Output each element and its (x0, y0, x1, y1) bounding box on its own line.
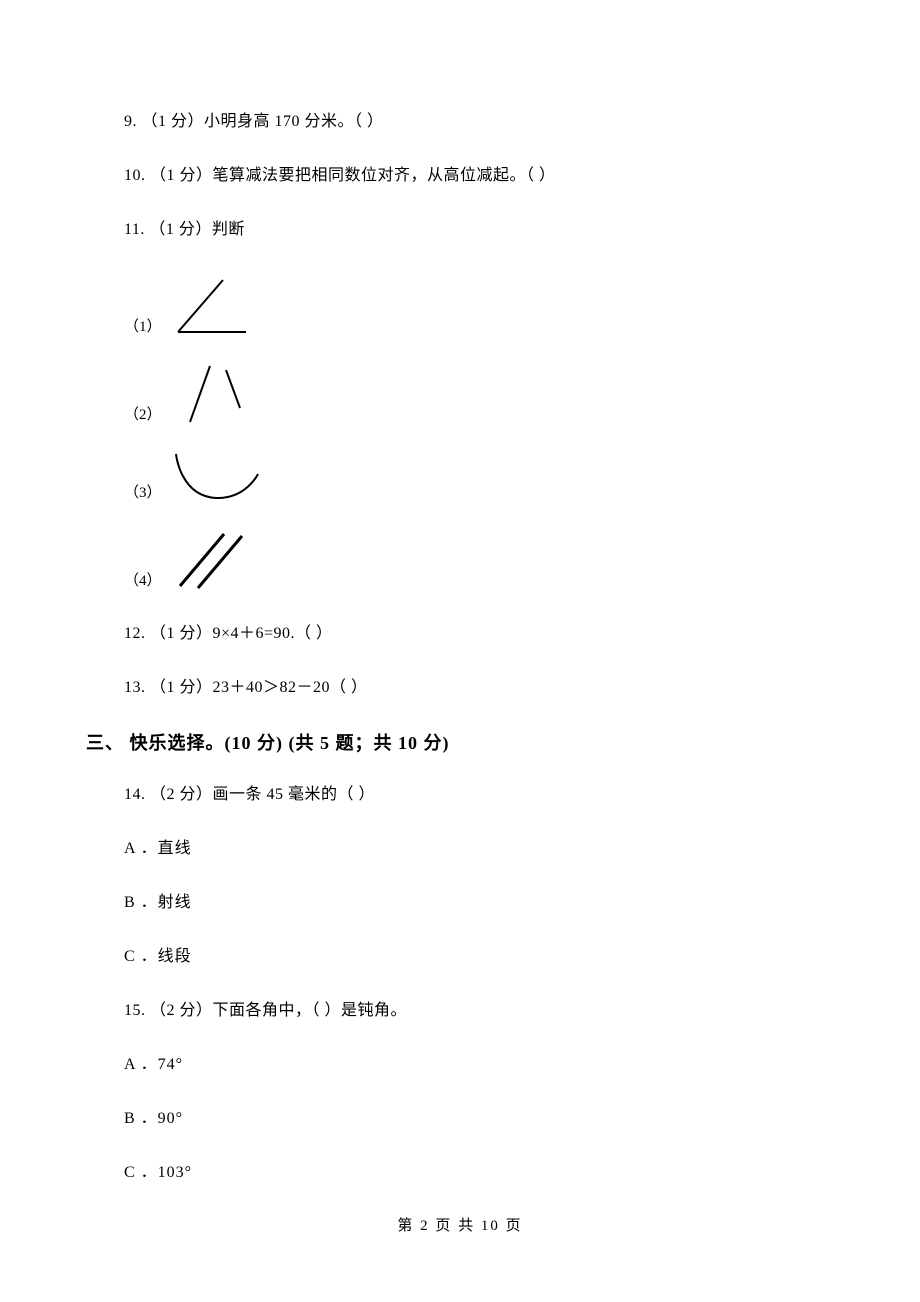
angle-icon (168, 272, 258, 342)
q14-option-b: B ．射线 (124, 891, 830, 915)
q11-sub-1: （1） (124, 272, 830, 342)
curve-icon (168, 448, 268, 508)
question-13: 13. （1 分）23＋40＞82－20（ ） (124, 676, 830, 700)
q11-sub-3: （3） (124, 448, 830, 508)
section-3-content: 14. （2 分）画一条 45 毫米的（ ） A ．直线 B ．射线 C ．线段… (0, 783, 920, 1185)
q11-sub-2: （2） (124, 360, 830, 430)
page-content: 9. （1 分）小明身高 170 分米。（ ） 10. （1 分）笔算减法要把相… (0, 110, 920, 700)
open-lines-icon (168, 360, 258, 430)
question-14: 14. （2 分）画一条 45 毫米的（ ） (124, 783, 830, 807)
q14-option-a: A ．直线 (124, 837, 830, 861)
question-12: 12. （1 分）9×4＋6=90.（ ） (124, 622, 830, 646)
sub-label-4: （4） (124, 570, 162, 597)
sub-label-2: （2） (124, 404, 162, 431)
question-10: 10. （1 分）笔算减法要把相同数位对齐，从高位减起。（ ） (124, 164, 830, 188)
parallel-lines-icon (168, 526, 258, 596)
question-11: 11. （1 分）判断 (124, 218, 830, 242)
q15-option-a: A ．74° (124, 1053, 830, 1077)
sub-label-3: （3） (124, 482, 162, 509)
q15-option-b: B ．90° (124, 1107, 830, 1131)
page-footer: 第 2 页 共 10 页 (0, 1215, 920, 1238)
q11-sub-4: （4） (124, 526, 830, 596)
q14-option-c: C ．线段 (124, 945, 830, 969)
question-9: 9. （1 分）小明身高 170 分米。（ ） (124, 110, 830, 134)
q15-option-c: C ．103° (124, 1161, 830, 1185)
sub-label-1: （1） (124, 316, 162, 343)
question-15: 15. （2 分）下面各角中，（ ）是钝角。 (124, 999, 830, 1023)
section-3-heading: 三、 快乐选择。(10 分) (共 5 题；共 10 分) (0, 730, 920, 757)
